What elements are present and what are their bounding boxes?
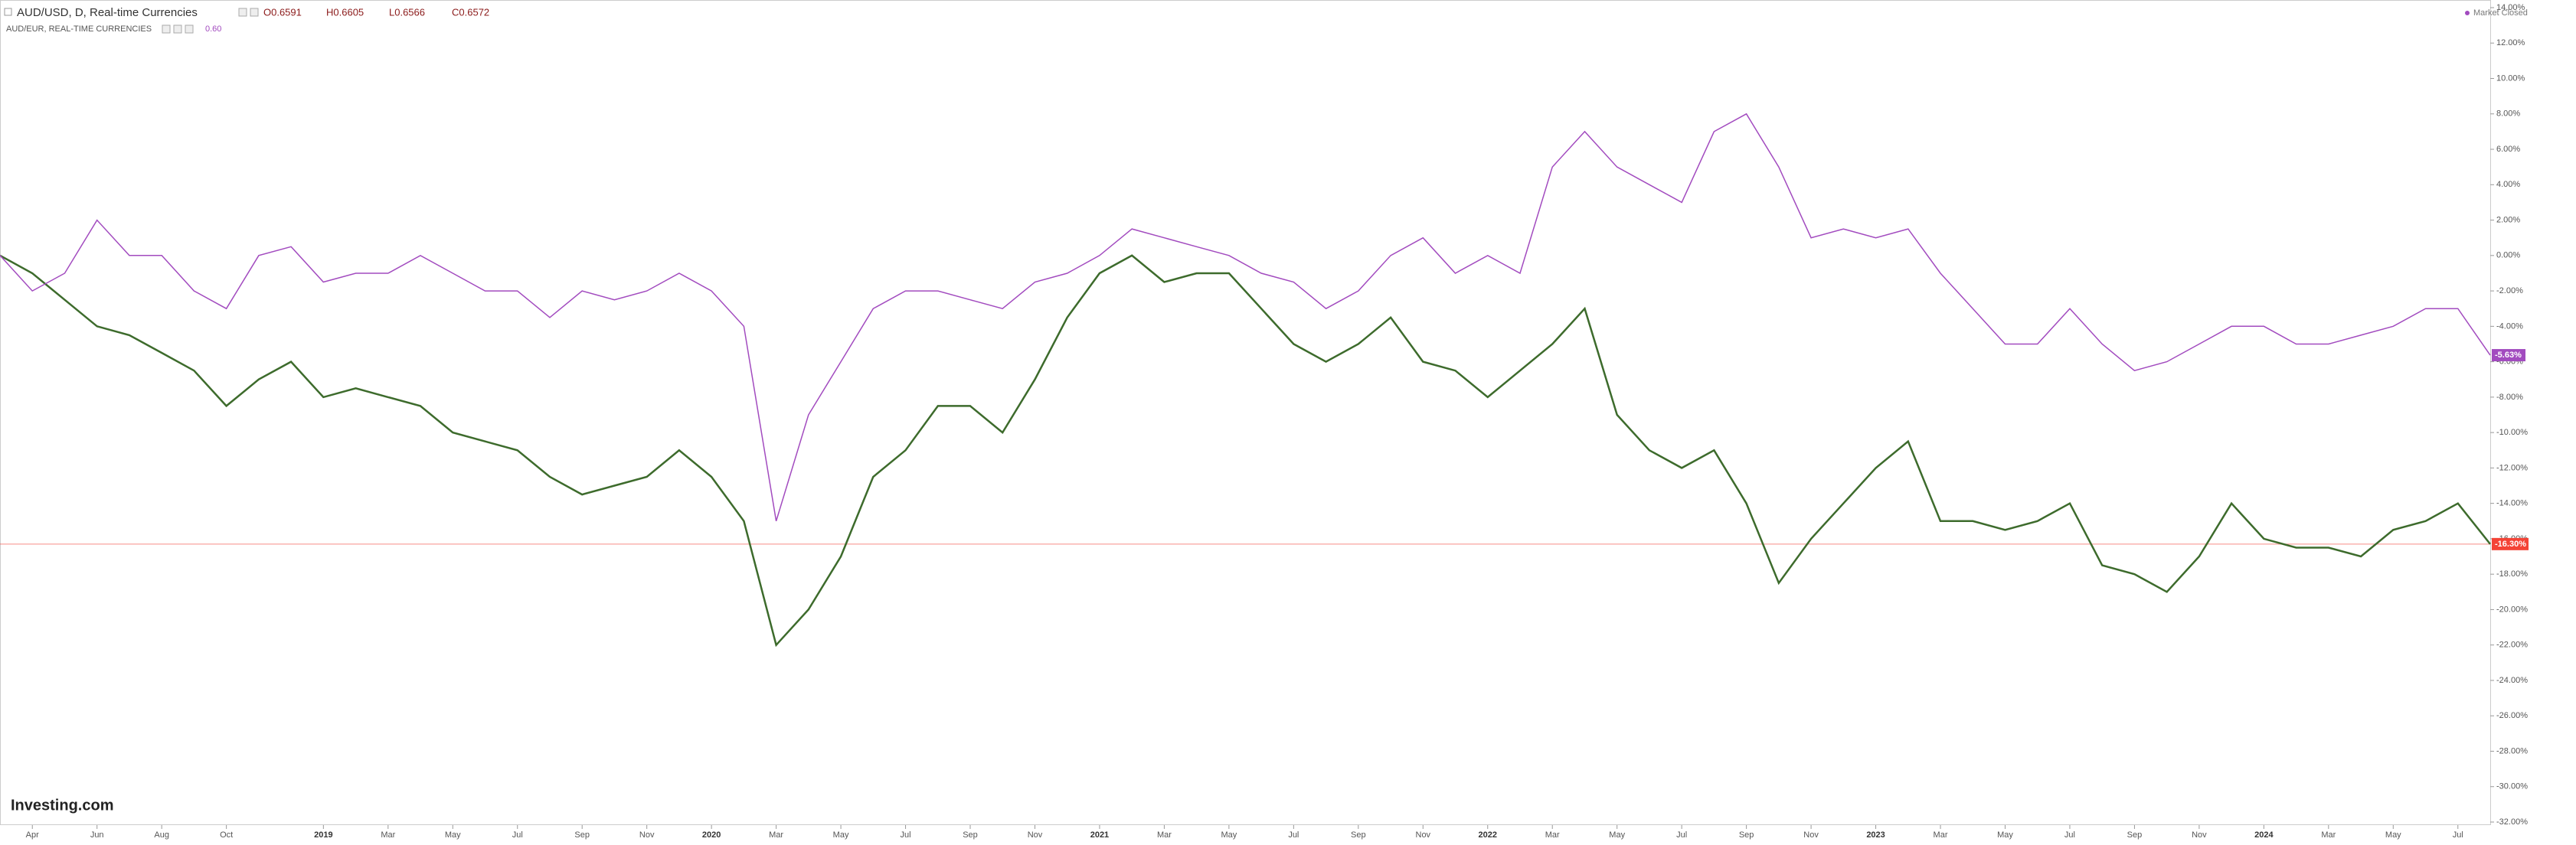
x-tick-label: 2020 [702, 830, 721, 840]
x-tick-label: May [1609, 830, 1625, 840]
y-tick-label: 4.00% [2496, 180, 2520, 189]
icon[interactable] [173, 24, 182, 34]
y-tick-label: -10.00% [2496, 428, 2528, 437]
y-tick-label: -24.00% [2496, 676, 2528, 685]
icon[interactable] [250, 8, 259, 17]
x-tick-label: Jul [512, 830, 523, 840]
x-tick-label: Apr [26, 830, 39, 840]
icon[interactable] [185, 24, 194, 34]
x-tick-label: Nov [2192, 830, 2207, 840]
logo: Investing.com [11, 797, 113, 814]
x-tick-label: Jul [2453, 830, 2463, 840]
y-tick-label: -28.00% [2496, 746, 2528, 755]
x-tick-label: May [2385, 830, 2401, 840]
x-tick-label: Jul [2064, 830, 2075, 840]
x-tick-label: Jul [901, 830, 911, 840]
last-badge [2492, 349, 2525, 362]
x-tick-label: Mar [1934, 830, 1948, 840]
x-tick-label: Mar [381, 830, 395, 840]
x-tick-label: Nov [1028, 830, 1043, 840]
x-tick-label: Sep [963, 830, 978, 840]
x-tick-label: 2023 [1866, 830, 1885, 840]
status-dot [2465, 11, 2470, 15]
ohlc-value: H0.6605 [326, 6, 364, 18]
ohlc-group: O0.6591 H0.6605 L0.6566 C0.6572 [238, 6, 489, 18]
ohlc-value: L0.6566 [389, 6, 425, 18]
x-tick-label: Nov [1803, 830, 1819, 840]
y-tick-label: 0.00% [2496, 251, 2520, 260]
x-tick-label: Sep [574, 830, 590, 840]
y-tick-label: -22.00% [2496, 641, 2528, 650]
x-tick-label: 2022 [1479, 830, 1497, 840]
ohlc-value: C0.6572 [452, 6, 489, 18]
x-tick-label: Mar [2321, 830, 2336, 840]
y-tick-label: 10.00% [2496, 73, 2525, 83]
icon[interactable] [238, 8, 247, 17]
market-status: Market Closed [2473, 8, 2528, 18]
series-line [0, 113, 2491, 522]
x-tick-label: May [1221, 830, 1237, 840]
y-tick-label: 8.00% [2496, 109, 2520, 119]
icon[interactable] [162, 24, 171, 34]
x-tick-label: May [833, 830, 849, 840]
y-tick-label: -18.00% [2496, 569, 2528, 579]
x-tick-label: Aug [154, 830, 169, 840]
chart-title: AUD/USD, D, Real-time Currencies [17, 6, 198, 19]
x-tick-label: 2019 [314, 830, 332, 840]
y-tick-label: -30.00% [2496, 782, 2528, 791]
x-tick-label: Sep [1351, 830, 1366, 840]
y-tick-label: -20.00% [2496, 605, 2528, 614]
y-tick-label: 6.00% [2496, 145, 2520, 154]
toggle-icon[interactable] [4, 8, 12, 16]
x-tick-label: 2024 [2254, 830, 2274, 840]
y-tick-label: -4.00% [2496, 321, 2523, 331]
y-tick-label: 12.00% [2496, 38, 2525, 47]
y-tick-label: 2.00% [2496, 215, 2520, 224]
x-tick-label: Nov [1416, 830, 1431, 840]
x-tick-label: Mar [1545, 830, 1560, 840]
x-tick-label: May [445, 830, 461, 840]
x-tick-label: Jun [90, 830, 104, 840]
y-tick-label: -8.00% [2496, 393, 2523, 402]
x-tick-label: Mar [769, 830, 783, 840]
ohlc-value: O0.6591 [263, 6, 302, 18]
x-tick-label: Sep [2127, 830, 2143, 840]
x-tick-label: Sep [1739, 830, 1754, 840]
x-tick-label: Oct [220, 830, 233, 840]
price-label: -16.30% [2495, 540, 2526, 549]
y-tick-label: -2.00% [2496, 286, 2523, 295]
x-tick-label: May [1997, 830, 2013, 840]
x-tick-label: Mar [1157, 830, 1172, 840]
subtitle-value: 0.60 [205, 24, 221, 34]
x-tick-label: Jul [1676, 830, 1687, 840]
y-tick-label: -32.00% [2496, 817, 2528, 827]
x-tick-label: Jul [1288, 830, 1299, 840]
x-tick-label: 2021 [1090, 830, 1109, 840]
y-tick-label: -26.00% [2496, 711, 2528, 720]
plot-frame [0, 0, 2491, 825]
x-tick-label: Nov [639, 830, 655, 840]
last-label: -5.63% [2495, 351, 2522, 360]
subtitle: AUD/EUR, REAL-TIME CURRENCIES [6, 24, 152, 34]
price-badge [2492, 537, 2529, 550]
series-line [0, 254, 2491, 648]
y-tick-label: -14.00% [2496, 499, 2528, 508]
y-tick-label: 14.00% [2496, 3, 2525, 12]
y-tick-label: -12.00% [2496, 463, 2528, 472]
